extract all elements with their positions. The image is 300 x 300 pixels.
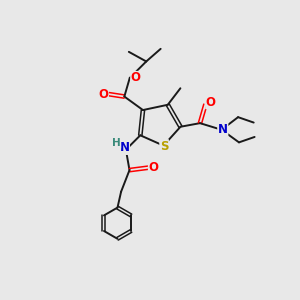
- Text: O: O: [131, 71, 141, 84]
- Text: O: O: [206, 96, 216, 109]
- Text: O: O: [98, 88, 108, 100]
- Text: O: O: [148, 160, 158, 174]
- Text: S: S: [160, 140, 168, 153]
- Text: N: N: [218, 123, 228, 136]
- Text: H: H: [112, 138, 121, 148]
- Text: N: N: [119, 141, 129, 154]
